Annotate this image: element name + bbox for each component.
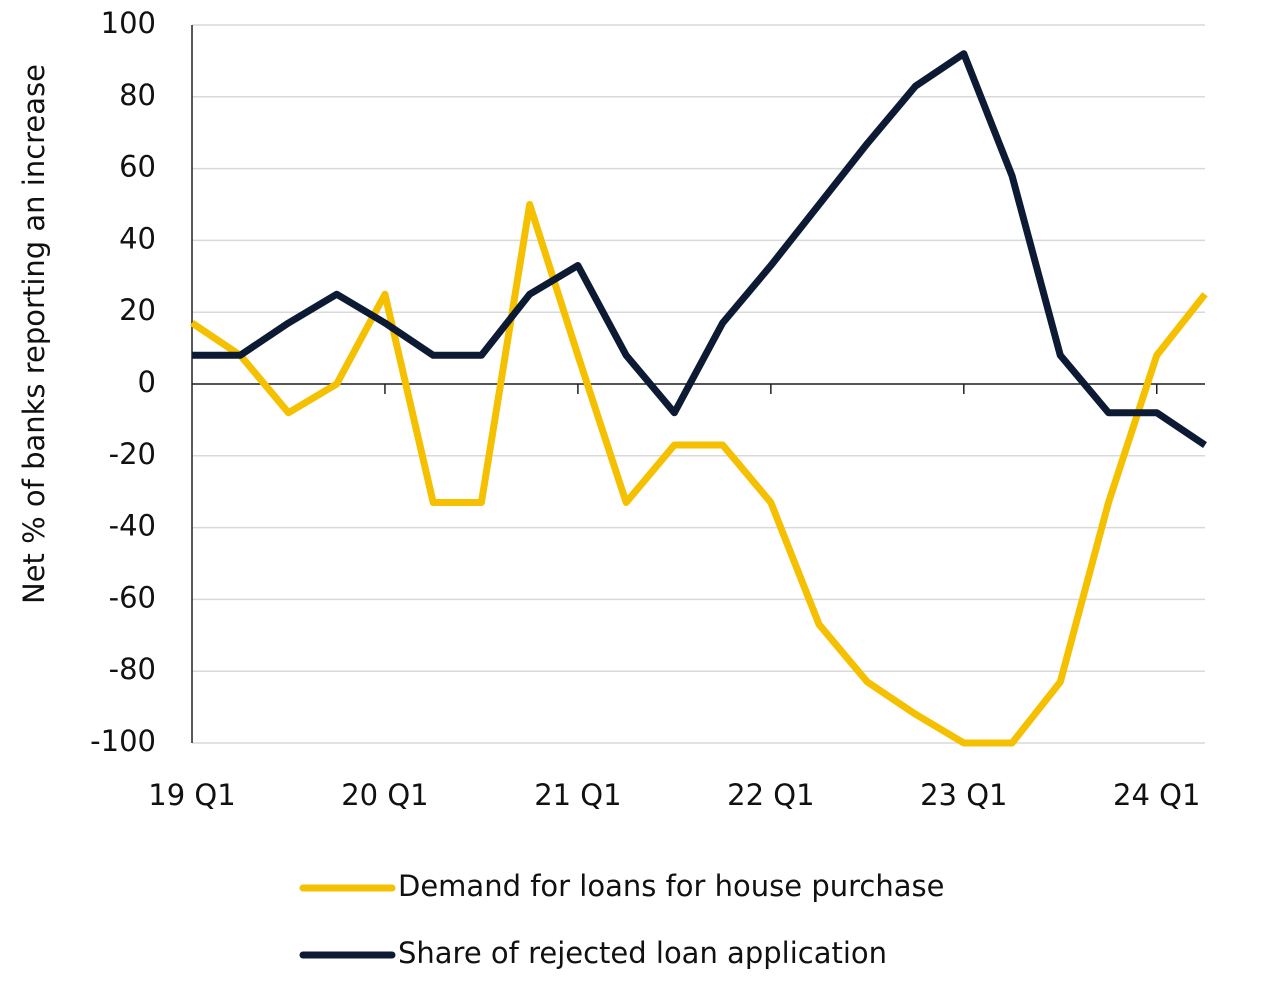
y-tick-label: 0 xyxy=(138,365,156,399)
x-tick-label: 20 Q1 xyxy=(341,778,428,812)
y-tick-label: 80 xyxy=(119,78,156,112)
y-tick-label: -20 xyxy=(109,437,156,471)
y-tick-label: -40 xyxy=(109,509,156,543)
x-tick-label: 22 Q1 xyxy=(727,778,814,812)
y-tick-label: 60 xyxy=(119,150,156,184)
y-axis-label: Net % of banks reporting an increase xyxy=(17,64,51,604)
x-tick-label: 23 Q1 xyxy=(920,778,1007,812)
y-tick-label: -80 xyxy=(109,652,156,686)
series-line xyxy=(190,201,1208,747)
x-tick-label: 19 Q1 xyxy=(148,778,235,812)
y-tick-label: 40 xyxy=(119,221,156,255)
y-tick-label: 20 xyxy=(119,293,156,327)
x-tick-label: 21 Q1 xyxy=(534,778,621,812)
y-tick-label: 100 xyxy=(101,6,156,40)
x-tick-label: 24 Q1 xyxy=(1113,778,1200,812)
y-tick-label: -100 xyxy=(90,724,156,758)
legend-label: Demand for loans for house purchase xyxy=(398,869,944,903)
y-tick-label: -60 xyxy=(109,580,156,614)
series-line xyxy=(192,50,1207,448)
legend-label: Share of rejected loan application xyxy=(398,936,887,970)
